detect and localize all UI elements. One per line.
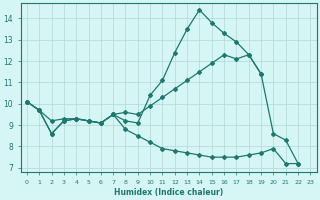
X-axis label: Humidex (Indice chaleur): Humidex (Indice chaleur) — [114, 188, 223, 197]
